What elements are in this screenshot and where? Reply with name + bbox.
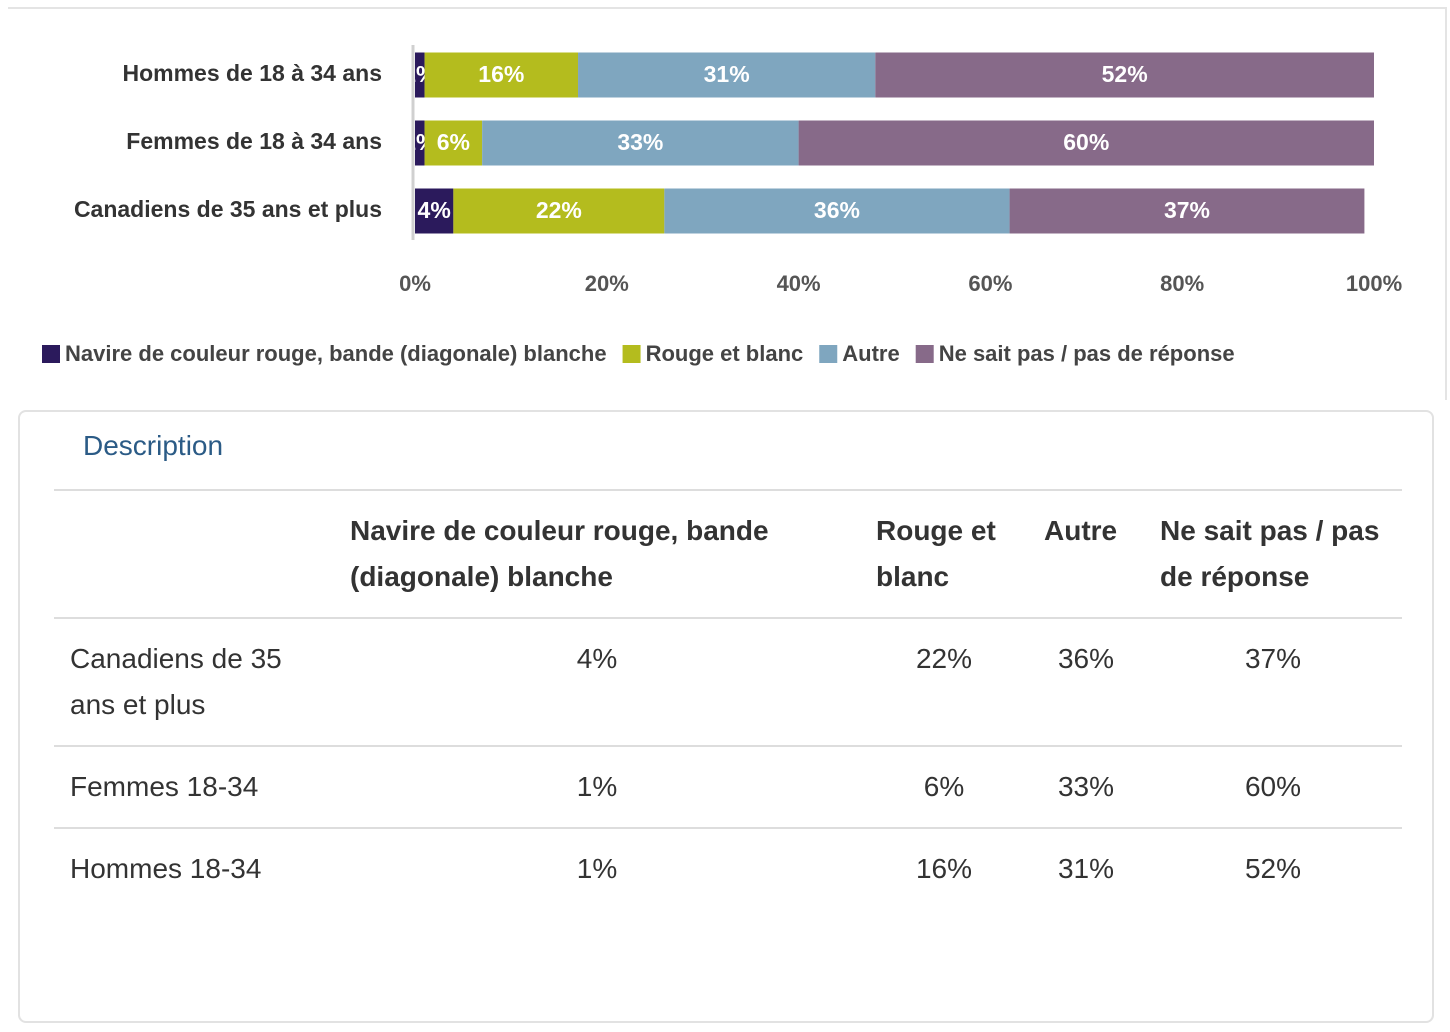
x-tick-label: 80% — [1160, 271, 1204, 296]
bar-segment — [424, 52, 579, 98]
category-label: Hommes de 18 à 34 ans — [122, 60, 382, 86]
bar-segment — [798, 120, 1374, 166]
data-label: 60% — [1063, 129, 1109, 155]
table-cell: 31% — [1028, 827, 1144, 909]
header-cell: Autre — [1028, 489, 1144, 618]
data-label: 52% — [1102, 61, 1148, 87]
bar-segment — [482, 120, 799, 166]
data-label: 37% — [1164, 197, 1210, 223]
table-row: Femmes 18-34 1% 6% 33% 60% — [54, 745, 1402, 828]
data-label: 4% — [418, 197, 451, 223]
legend-label: Ne sait pas / pas de réponse — [939, 341, 1235, 366]
table-cell: 4% — [334, 617, 860, 746]
legend-swatch — [819, 345, 838, 363]
bar-segment — [578, 52, 876, 98]
data-label: 33% — [617, 129, 663, 155]
x-tick-label: 0% — [399, 271, 431, 296]
bar-segment — [453, 188, 665, 234]
header-cell — [54, 489, 334, 618]
table-cell: 6% — [860, 745, 1028, 828]
table-cell: Femmes 18-34 — [54, 745, 334, 828]
description-panel: Description Navire de couleur rouge, ban… — [18, 410, 1434, 1023]
bar-segment — [415, 52, 425, 98]
x-tick-label: 20% — [585, 271, 629, 296]
bar-segment — [424, 120, 483, 166]
data-table: Navire de couleur rouge, bande (diagonal… — [54, 489, 1402, 909]
description-title[interactable]: Description — [83, 430, 224, 461]
legend-label: Navire de couleur rouge, bande (diagonal… — [65, 341, 607, 366]
legend-swatch — [915, 345, 934, 363]
data-label: 16% — [478, 61, 524, 87]
table-cell: 1% — [334, 827, 860, 909]
legend-label: Autre — [842, 341, 899, 366]
table-cell: 60% — [1144, 745, 1402, 828]
header-cell: Rouge et blanc — [860, 489, 1028, 618]
bar-segment — [415, 120, 425, 166]
bar-segment — [664, 188, 1010, 234]
table-cell: 52% — [1144, 827, 1402, 909]
table-cell: 36% — [1028, 617, 1144, 746]
legend-swatch — [42, 345, 60, 363]
data-label: 36% — [814, 197, 860, 223]
table-cell: 16% — [860, 827, 1028, 909]
table-cell: 33% — [1028, 745, 1144, 828]
bar-segment — [875, 52, 1374, 98]
table-cell: Hommes 18-34 — [54, 827, 334, 909]
header-cell: Ne sait pas / pas de réponse — [1144, 489, 1402, 618]
table-cell: 37% — [1144, 617, 1402, 746]
table-cell: 1% — [334, 745, 860, 828]
table-row: Canadiens de 35 ans et plus 4% 22% 36% 37% — [54, 617, 1402, 746]
table-cell: 22% — [860, 617, 1028, 746]
data-label: 6% — [437, 129, 470, 155]
table-row: Hommes 18-34 1% 16% 31% 52% — [54, 827, 1402, 909]
frame — [8, 7, 1447, 400]
header-row: Navire de couleur rouge, bande (diagonal… — [54, 489, 1402, 618]
bar-segment — [1009, 188, 1365, 234]
x-tick-label: 40% — [777, 271, 821, 296]
data-label: 22% — [536, 197, 582, 223]
header-cell: Navire de couleur rouge, bande (diagonal… — [334, 489, 860, 618]
table-cell: Canadiens de 35 ans et plus — [54, 617, 334, 746]
legend-swatch — [622, 345, 641, 363]
x-tick-label: 100% — [1346, 271, 1402, 296]
data-label: 31% — [704, 61, 750, 87]
legend-label: Rouge et blanc — [646, 341, 804, 366]
bar-segment — [415, 188, 454, 234]
x-tick-label: 60% — [968, 271, 1012, 296]
chart: Hommes de 18 à 34 ans 1% 16% 31% 52%Femmes d… — [8, 7, 1447, 400]
category-label: Canadiens de 35 ans et plus — [74, 196, 382, 222]
category-label: Femmes de 18 à 34 ans — [126, 128, 382, 154]
